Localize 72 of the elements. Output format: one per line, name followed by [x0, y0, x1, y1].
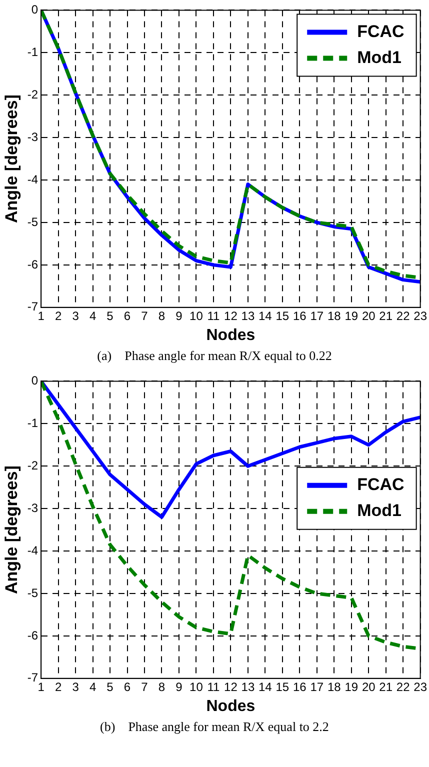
y-tick-label: -4	[27, 543, 38, 558]
y-tick-label: 0	[31, 374, 38, 388]
y-tick-label: 0	[31, 2, 38, 17]
y-tick-label: -5	[27, 214, 38, 229]
y-tick-label: -1	[27, 44, 38, 59]
x-tick-label: 4	[89, 308, 96, 323]
x-tick-label: 2	[54, 308, 62, 323]
x-tick-label: 17	[310, 680, 324, 694]
x-tick-label: 11	[207, 308, 220, 323]
x-tick-label: 1	[38, 680, 45, 694]
x-tick-label: 18	[327, 680, 342, 694]
x-tick-label: 20	[362, 308, 376, 323]
x-tick-label: 5	[106, 308, 114, 323]
legend-label: FCAC	[357, 22, 404, 41]
text: (b) Phase angle for mean R/X equal to 2.2	[99, 718, 330, 736]
x-tick-label: 6	[124, 308, 131, 323]
x-axis-title: Nodes	[206, 326, 256, 344]
y-tick-label: -6	[27, 257, 38, 272]
x-tick-label: 8	[158, 308, 166, 323]
x-tick-label: 23	[414, 308, 428, 323]
x-tick-label: 20	[362, 680, 376, 694]
x-axis-title: Nodes	[206, 698, 256, 715]
legend-label: Mod1	[357, 48, 402, 67]
y-tick-label: -1	[27, 416, 38, 430]
legend-label: Mod1	[357, 501, 402, 520]
x-tick-label: 21	[379, 308, 393, 323]
x-tick-label: 7	[141, 680, 148, 694]
x-tick-label: 17	[310, 308, 324, 323]
x-tick-label: 9	[176, 308, 183, 323]
y-tick-label: -7	[27, 300, 38, 314]
x-tick-label: 8	[158, 680, 166, 694]
x-tick-label: 12	[224, 680, 238, 694]
x-tick-label: 14	[258, 308, 272, 323]
x-tick-label: 3	[72, 680, 80, 694]
x-tick-label: 13	[241, 308, 255, 323]
x-tick-label: 2	[54, 680, 62, 694]
y-tick-label: -5	[27, 586, 38, 600]
x-tick-label: 1	[38, 308, 45, 323]
x-tick-label: 22	[396, 308, 410, 323]
x-tick-label: 5	[106, 680, 114, 694]
x-tick-label: 14	[258, 680, 272, 694]
x-tick-label: 15	[276, 680, 290, 694]
x-tick-label: 16	[292, 680, 307, 694]
x-tick-label: 16	[292, 308, 307, 323]
y-tick-label: -2	[27, 458, 38, 472]
y-tick-label: -7	[27, 670, 38, 685]
x-tick-label: 19	[344, 308, 358, 323]
x-tick-label: 6	[124, 680, 131, 694]
x-tick-label: 13	[241, 680, 255, 694]
y-tick-label: -2	[27, 87, 38, 102]
x-tick-label: 9	[176, 680, 183, 694]
x-tick-label: 4	[89, 680, 96, 694]
x-tick-label: 23	[414, 680, 428, 694]
text: (a) Phase angle for mean R/X equal to 0.22	[96, 347, 333, 365]
x-tick-label: 7	[141, 308, 148, 323]
x-tick-label: 21	[379, 680, 393, 694]
y-tick-label: -3	[27, 130, 38, 144]
x-tick-label: 12	[224, 308, 238, 323]
x-tick-label: 19	[344, 680, 358, 694]
y-axis-title: Angle [degrees]	[2, 94, 21, 224]
x-tick-label: 10	[190, 308, 204, 323]
y-tick-label: -3	[27, 500, 38, 515]
x-tick-label: 10	[190, 680, 204, 694]
legend-label: FCAC	[357, 475, 404, 494]
y-tick-label: -6	[27, 628, 38, 642]
x-tick-label: 11	[207, 680, 220, 694]
x-tick-label: 22	[396, 680, 410, 694]
y-axis-title: Angle [degrees]	[2, 466, 21, 594]
x-tick-label: 15	[276, 308, 290, 323]
y-tick-label: -4	[27, 172, 38, 186]
x-tick-label: 18	[327, 308, 342, 323]
x-tick-label: 3	[72, 308, 80, 323]
